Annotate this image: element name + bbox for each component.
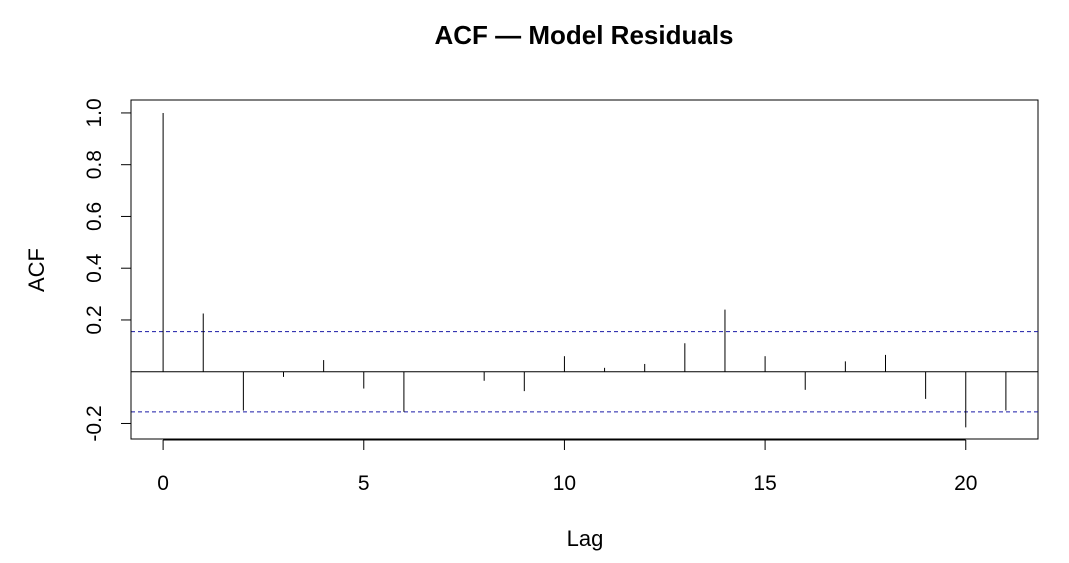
plot-frame: [130, 99, 1039, 440]
y-tick-label: -0.2: [83, 405, 106, 441]
chart-title: ACF — Model Residuals: [434, 20, 733, 50]
y-tick-label: 0.6: [83, 202, 106, 231]
y-tick-label: 0.8: [83, 150, 106, 179]
x-tick-label: 0: [157, 472, 169, 495]
plot-area: 0 5 10 15 20 -0.2 0.2 0.4 0.6 0.8 1.0: [83, 98, 1039, 495]
x-axis-label: Lag: [567, 526, 604, 551]
x-tick-label: 15: [753, 472, 776, 495]
x-tick-label: 20: [954, 472, 977, 495]
y-tick-label: 1.0: [83, 98, 106, 127]
x-tick-label: 5: [358, 472, 370, 495]
y-axis-label: ACF: [24, 248, 49, 292]
y-tick-label: 0.4: [83, 253, 106, 283]
y-tick-label: 0.2: [83, 305, 106, 334]
x-tick-label: 10: [553, 472, 576, 495]
